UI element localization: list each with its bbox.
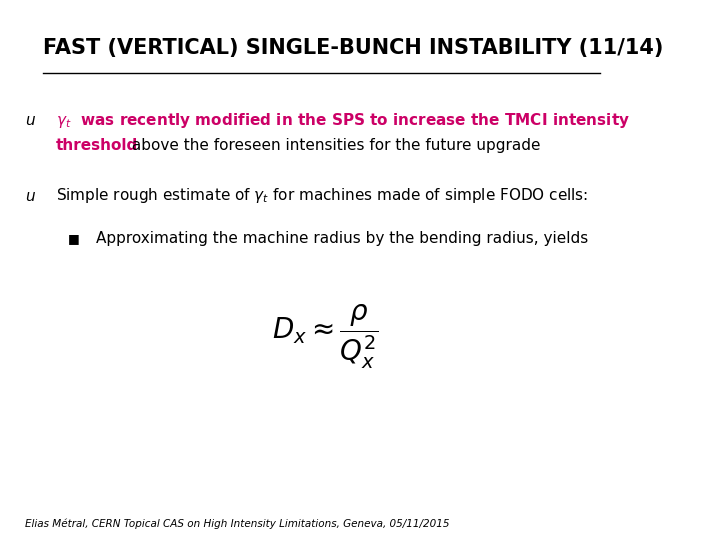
Text: threshold: threshold [55,138,138,153]
Text: $\gamma_t$  was recently modified in the SPS to increase the TMCI intensity: $\gamma_t$ was recently modified in the … [55,111,629,130]
Text: ■: ■ [68,232,80,245]
Text: above the foreseen intensities for the future upgrade: above the foreseen intensities for the f… [127,138,540,153]
Text: $D_x \approx \dfrac{\rho}{Q_x^2}$: $D_x \approx \dfrac{\rho}{Q_x^2}$ [272,302,379,371]
Text: FAST (VERTICAL) SINGLE-BUNCH INSTABILITY (11/14): FAST (VERTICAL) SINGLE-BUNCH INSTABILITY… [43,38,664,58]
Text: u: u [24,189,35,204]
Text: Simple rough estimate of $\gamma_t$ for machines made of simple FODO cells:: Simple rough estimate of $\gamma_t$ for … [55,186,588,205]
Text: u: u [24,113,35,129]
Text: Approximating the machine radius by the bending radius, yields: Approximating the machine radius by the … [96,231,588,246]
Text: Elias Métral, CERN Topical CAS on High Intensity Limitations, Geneva, 05/11/2015: Elias Métral, CERN Topical CAS on High I… [24,519,449,529]
